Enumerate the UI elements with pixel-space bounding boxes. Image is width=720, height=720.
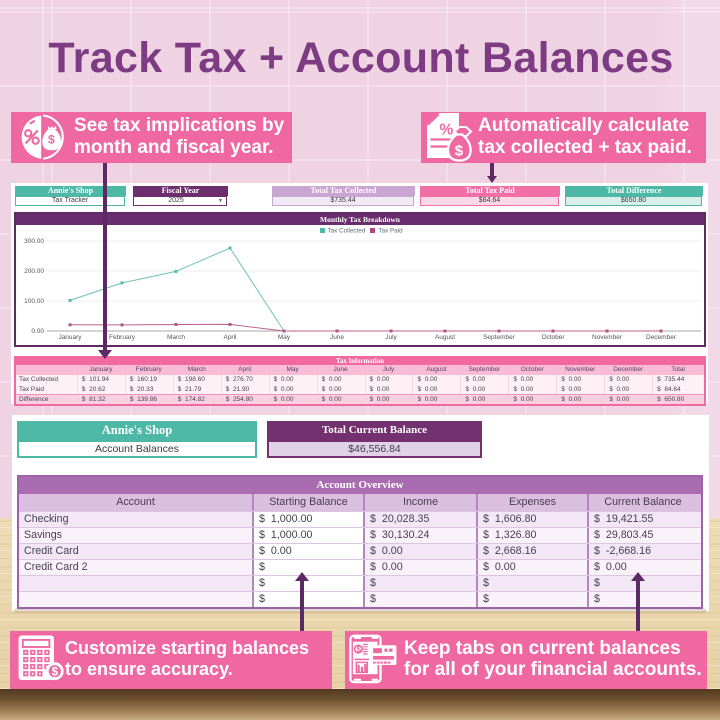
svg-text:July: July: [385, 334, 397, 341]
svg-text:October: October: [541, 334, 565, 341]
svg-text:Tax Paid: Tax Paid: [379, 228, 404, 235]
svg-text:300.00: 300.00: [24, 238, 44, 245]
svg-text:100.00: 100.00: [24, 298, 44, 305]
svg-text:April: April: [223, 334, 237, 341]
svg-text:Tax Collected: Tax Collected: [328, 228, 366, 235]
svg-text:$: $: [455, 143, 464, 160]
svg-text:0.00: 0.00: [31, 328, 44, 335]
svg-text:September: September: [483, 334, 516, 341]
svg-text:$: $: [357, 645, 362, 654]
svg-text:May: May: [278, 334, 291, 341]
svg-text:$: $: [48, 133, 55, 147]
svg-text:November: November: [592, 334, 623, 341]
svg-text:August: August: [435, 334, 455, 341]
svg-text:February: February: [109, 334, 136, 341]
svg-text:June: June: [330, 334, 344, 341]
svg-text:March: March: [167, 334, 185, 341]
svg-text:%: %: [440, 122, 454, 139]
svg-text:January: January: [58, 334, 82, 341]
svg-text:December: December: [646, 334, 677, 341]
svg-text:$: $: [52, 667, 59, 679]
svg-text:200.00: 200.00: [24, 268, 44, 275]
